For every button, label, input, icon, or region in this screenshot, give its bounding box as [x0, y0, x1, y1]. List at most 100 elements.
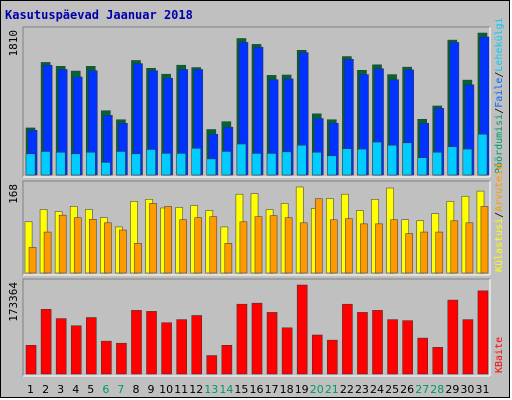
legend-separator: /	[494, 212, 505, 218]
bar-kbytes-kbaite	[357, 312, 368, 375]
bar-hits-lehekülgi	[206, 158, 217, 176]
bar-kbytes-kbaite	[25, 345, 37, 375]
bar-kbytes-kbaite	[40, 309, 52, 375]
bar-visits-arvuteid	[390, 219, 398, 274]
bar-visits-arvuteid	[119, 229, 127, 274]
x-tick-label: 27	[415, 383, 429, 396]
bar-visits-arvuteid	[284, 217, 293, 274]
x-tick-label: 8	[132, 383, 139, 396]
bar-kbytes-kbaite	[447, 299, 459, 375]
bar-kbytes-kbaite	[266, 312, 278, 375]
bar-hits-lehekülgi	[417, 157, 427, 176]
scale-label-hits: 1810	[7, 30, 20, 57]
x-tick-label: 26	[400, 383, 414, 396]
bar-kbytes-kbaite	[372, 310, 383, 375]
bar-kbytes-kbaite	[86, 317, 97, 375]
x-tick-label: 30	[460, 383, 474, 396]
x-tick-label: 21	[325, 383, 339, 396]
bar-kbytes-kbaite	[55, 318, 67, 375]
legend-label: Arvuteid	[494, 164, 505, 212]
bar-hits-lehekülgi	[477, 133, 488, 176]
bar-kbytes-kbaite	[387, 319, 398, 375]
x-tick-label: 19	[295, 383, 309, 396]
bar-kbytes-kbaite	[206, 355, 218, 375]
legend-label: Lehekülgi	[494, 17, 505, 71]
x-tick-label: 20	[310, 383, 324, 396]
bar-hits-lehekülgi	[311, 151, 322, 176]
scale-label-kbytes: 173364	[7, 282, 20, 322]
x-tick-label: 28	[430, 383, 444, 396]
x-tick-label: 16	[250, 383, 264, 396]
x-tick-label: 24	[370, 383, 384, 396]
bar-kbytes-kbaite	[101, 340, 112, 375]
x-tick-label: 18	[280, 383, 294, 396]
x-tick-label: 17	[265, 383, 279, 396]
bar-hits-lehekülgi	[221, 151, 232, 176]
scale-label-visits: 168	[7, 184, 20, 204]
bar-visits-arvuteid	[269, 215, 278, 274]
bar-visits-arvuteid	[164, 206, 172, 274]
bar-visits-arvuteid	[435, 231, 444, 274]
bar-visits-arvuteid	[375, 223, 383, 274]
bar-visits-arvuteid	[345, 218, 353, 274]
bar-visits-arvuteid	[314, 198, 323, 274]
bar-visits-arvuteid	[134, 243, 142, 274]
bar-kbytes-kbaite	[432, 347, 444, 375]
bar-visits-arvuteid	[360, 223, 368, 274]
chart-title: Kasutuspäevad Jaanuar 2018	[5, 8, 193, 22]
bar-visits-arvuteid	[420, 231, 428, 274]
bar-hits-lehekülgi	[40, 151, 51, 176]
x-tick-label: 6	[102, 383, 109, 396]
bar-visits-arvuteid	[43, 231, 52, 274]
bar-visits-arvuteid	[480, 206, 489, 274]
bar-hits-lehekülgi	[55, 151, 66, 176]
bar-kbytes-kbaite	[131, 310, 142, 375]
bar-visits-arvuteid	[73, 217, 82, 274]
bar-kbytes-kbaite	[70, 325, 82, 375]
legend-hits: Pöördumisi/Faile/Lehekülgi	[494, 17, 505, 174]
bar-visits-arvuteid	[104, 222, 112, 274]
bar-visits-külastusi	[130, 201, 138, 274]
legend-kbytes: KBaite	[494, 337, 505, 373]
bar-hits-lehekülgi	[327, 155, 337, 176]
bar-visits-arvuteid	[450, 220, 459, 274]
bar-visits-arvuteid	[224, 243, 233, 274]
bar-visits-arvuteid	[209, 216, 218, 274]
bar-kbytes-kbaite	[311, 334, 323, 375]
legend-separator: /	[494, 72, 505, 78]
legend-label: Pöördumisi	[494, 114, 505, 174]
bar-kbytes-kbaite	[417, 337, 428, 375]
x-tick-label: 3	[57, 383, 64, 396]
bar-visits-arvuteid	[405, 233, 413, 274]
bar-kbytes-kbaite	[251, 302, 263, 375]
x-tick-label: 25	[385, 383, 399, 396]
x-tick-label: 2	[42, 383, 49, 396]
bar-hits-lehekülgi	[447, 146, 458, 176]
bar-hits-lehekülgi	[86, 151, 96, 176]
legend-label: Külastusi	[494, 218, 505, 272]
bar-visits-arvuteid	[58, 214, 67, 274]
x-tick-label: 10	[159, 383, 173, 396]
legend-separator: /	[494, 108, 505, 114]
bar-hits-lehekülgi	[176, 153, 186, 176]
x-tick-label: 12	[189, 383, 203, 396]
bar-visits-arvuteid	[465, 222, 474, 274]
bar-hits-lehekülgi	[432, 151, 443, 176]
bar-hits-lehekülgi	[101, 162, 111, 176]
bar-hits-lehekülgi	[131, 153, 141, 176]
bar-hits-lehekülgi	[146, 149, 156, 176]
bar-hits-lehekülgi	[266, 153, 277, 176]
x-tick-label: 9	[148, 383, 155, 396]
bar-hits-lehekülgi	[161, 153, 171, 176]
bar-kbytes-kbaite	[462, 319, 474, 375]
bar-hits-lehekülgi	[281, 151, 292, 176]
bar-kbytes-kbaite	[191, 315, 203, 375]
bar-hits-lehekülgi	[402, 142, 412, 176]
x-tick-label: 1	[27, 383, 34, 396]
bar-kbytes-kbaite	[402, 320, 413, 375]
bar-hits-lehekülgi	[116, 151, 126, 176]
bar-kbytes-kbaite	[146, 311, 157, 375]
bar-kbytes-kbaite	[342, 303, 353, 375]
x-tick-label: 29	[445, 383, 459, 396]
